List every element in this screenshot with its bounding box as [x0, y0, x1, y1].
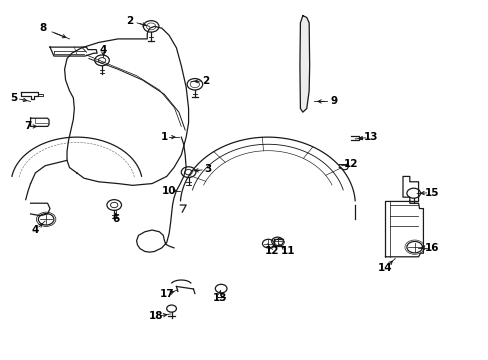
Text: 2: 2 [202, 76, 209, 86]
Text: 6: 6 [112, 214, 119, 224]
Text: 8: 8 [39, 23, 46, 33]
Text: 13: 13 [212, 293, 227, 303]
Text: 9: 9 [330, 96, 337, 107]
Text: 2: 2 [126, 16, 134, 26]
Text: 12: 12 [344, 159, 358, 169]
Text: 4: 4 [100, 45, 107, 55]
Text: 1: 1 [161, 132, 167, 142]
Text: 7: 7 [24, 121, 32, 131]
Text: 5: 5 [10, 93, 17, 103]
Text: 14: 14 [377, 262, 392, 273]
Polygon shape [299, 16, 309, 112]
Text: 18: 18 [148, 311, 163, 321]
Text: 13: 13 [363, 132, 377, 142]
Text: 16: 16 [424, 243, 438, 253]
Text: 10: 10 [162, 186, 176, 196]
Text: 15: 15 [424, 188, 438, 198]
Text: 12: 12 [264, 247, 279, 256]
Text: 17: 17 [159, 289, 174, 299]
Text: 11: 11 [281, 247, 295, 256]
Text: 3: 3 [204, 164, 211, 174]
Text: 4: 4 [32, 225, 39, 235]
